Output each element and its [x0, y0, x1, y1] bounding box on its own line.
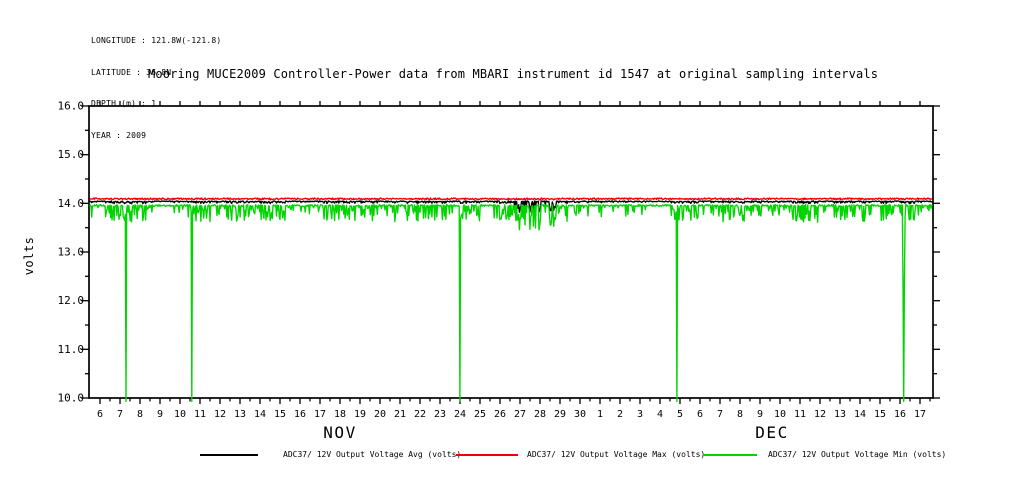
- legend-line-max: [456, 454, 518, 456]
- y-tick-label: 16.0: [58, 100, 85, 113]
- x-tick-label: 6: [97, 409, 103, 420]
- y-tick-label: 10.0: [58, 392, 85, 405]
- x-tick-label: 24: [454, 409, 466, 420]
- year-line: YEAR : 2009: [91, 130, 147, 140]
- x-tick-label: 13: [234, 409, 246, 420]
- x-tick-label: 4: [657, 409, 663, 420]
- x-tick-label: 29: [554, 409, 566, 420]
- x-tick-label: 5: [677, 409, 683, 420]
- y-tick-label: 14.0: [58, 197, 85, 210]
- x-tick-label: 11: [794, 409, 806, 420]
- x-tick-label: 9: [757, 409, 763, 420]
- x-tick-label: 15: [274, 409, 286, 420]
- x-tick-label: 19: [354, 409, 366, 420]
- y-tick-label: 12.0: [58, 294, 85, 307]
- x-tick-label: 10: [774, 409, 786, 420]
- x-tick-label: 25: [474, 409, 486, 420]
- plot-frame: [88, 105, 934, 399]
- series-min-line: [89, 204, 933, 403]
- x-tick-label: 8: [737, 409, 743, 420]
- series-max-line: [89, 197, 933, 201]
- x-tick-label: 18: [334, 409, 346, 420]
- x-tick-label: 30: [574, 409, 586, 420]
- x-tick-label: 7: [717, 409, 723, 420]
- x-tick-label: 12: [814, 409, 826, 420]
- x-tick-label: 28: [534, 409, 546, 420]
- month-label: DEC: [755, 423, 788, 442]
- x-tick-label: 10: [174, 409, 186, 420]
- legend-label-min: ADC37/ 12V Output Voltage Min (volts): [768, 450, 947, 459]
- x-tick-label: 16: [894, 409, 906, 420]
- legend-line-min: [703, 454, 757, 456]
- x-tick-label: 14: [854, 409, 866, 420]
- x-tick-label: 7: [117, 409, 123, 420]
- x-tick-label: 11: [194, 409, 206, 420]
- x-tick-label: 8: [137, 409, 143, 420]
- legend-line-avg: [200, 454, 258, 456]
- x-tick-label: 2: [617, 409, 623, 420]
- y-tick-label: 15.0: [58, 148, 85, 161]
- latitude-line: LATITUDE : 36.8N: [91, 67, 172, 77]
- x-tick-label: 13: [834, 409, 846, 420]
- x-tick-label: 21: [394, 409, 406, 420]
- y-tick-label: 13.0: [58, 246, 85, 259]
- x-tick-label: 3: [637, 409, 643, 420]
- longitude-line: LONGITUDE : 121.8W(-121.8): [91, 36, 222, 45]
- x-tick-label: 17: [914, 409, 926, 420]
- legend-label-avg: ADC37/ 12V Output Voltage Avg (volts): [283, 450, 462, 459]
- x-tick-label: 14: [254, 409, 266, 420]
- chart-legend: ADC37/ 12V Output Voltage Avg (volts) AD…: [0, 446, 1009, 466]
- x-tick-label: 15: [874, 409, 886, 420]
- depth-line: DEPTH (m) : 1: [91, 99, 157, 108]
- x-tick-label: 23: [434, 409, 446, 420]
- x-tick-label: 17: [314, 409, 326, 420]
- x-tick-label: 16: [294, 409, 306, 420]
- x-tick-label: 27: [514, 409, 526, 420]
- x-tick-label: 1: [597, 409, 603, 420]
- y-tick-label: 11.0: [58, 343, 85, 356]
- x-tick-label: 6: [697, 409, 703, 420]
- station-info-block: LONGITUDE : 121.8W(-121.8) LATITUDE : 36…: [91, 15, 221, 162]
- x-tick-label: 12: [214, 409, 226, 420]
- x-tick-label: 9: [157, 409, 163, 420]
- month-label: NOV: [323, 423, 356, 442]
- chart-title: Mooring MUCE2009 Controller-Power data f…: [148, 67, 879, 81]
- x-tick-label: 20: [374, 409, 386, 420]
- x-tick-label: 22: [414, 409, 426, 420]
- legend-label-max: ADC37/ 12V Output Voltage Max (volts): [527, 450, 706, 459]
- x-tick-label: 26: [494, 409, 506, 420]
- series-avg-line: [89, 200, 933, 213]
